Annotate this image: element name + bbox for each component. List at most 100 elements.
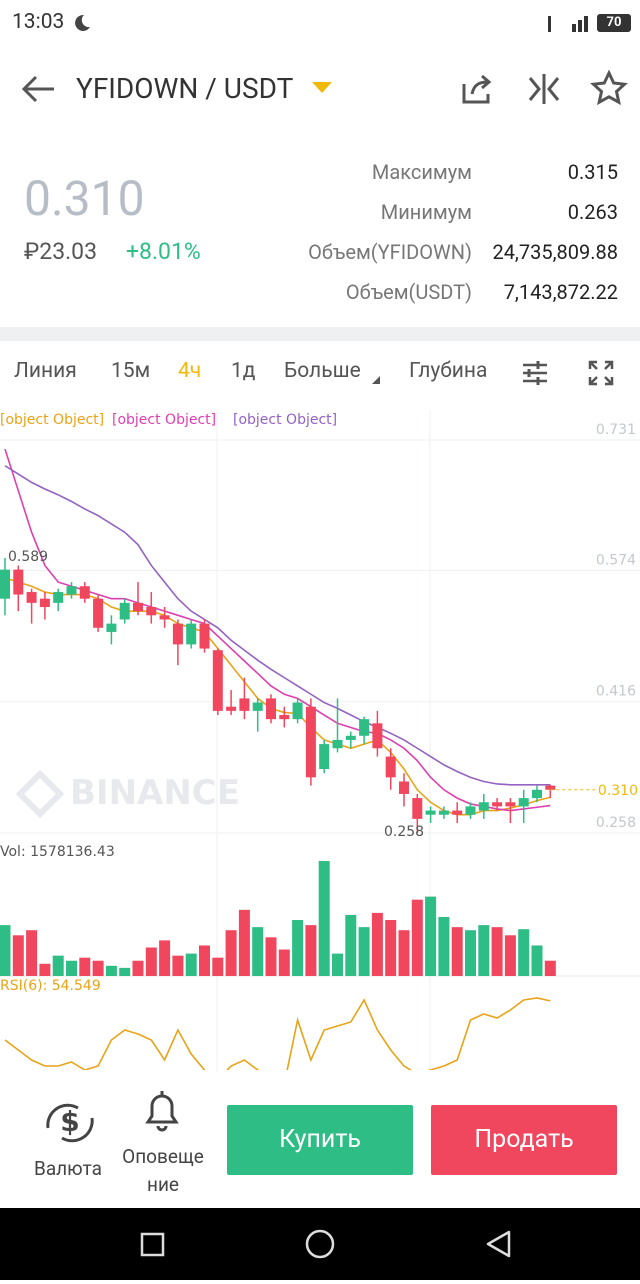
settings-icon[interactable] <box>520 358 550 388</box>
candle-body <box>53 592 64 603</box>
candle-body <box>518 798 529 807</box>
candle-body <box>492 802 503 807</box>
volume-bar <box>92 960 104 976</box>
candle-body <box>93 598 104 628</box>
share-icon[interactable] <box>460 72 494 106</box>
y-tick-label: 0.731 <box>596 422 636 438</box>
volume-bar <box>385 920 397 976</box>
volume-bar <box>451 927 463 976</box>
candle-body <box>266 698 276 720</box>
volume-bar <box>172 955 184 976</box>
alert-label[interactable]: Оповеще ние <box>118 1143 208 1199</box>
stat-value: 0.263 <box>567 200 618 224</box>
volume-bar <box>66 960 77 976</box>
volume-bar <box>332 953 343 976</box>
candle-body <box>226 706 237 711</box>
back-button[interactable] <box>18 70 58 110</box>
volume-bar <box>504 935 516 976</box>
pair-title[interactable]: YFIDOWN / USDT <box>76 72 294 105</box>
fullscreen-icon[interactable] <box>588 360 614 386</box>
volume-bar <box>491 927 503 976</box>
volume-bar <box>252 927 264 976</box>
candle-body <box>385 756 396 778</box>
separator <box>0 327 640 341</box>
tab[interactable]: 1д <box>231 359 256 383</box>
watermark: BINANCE <box>70 773 240 813</box>
volume-bar <box>185 953 197 976</box>
tab[interactable]: 4ч <box>178 359 202 383</box>
candle-body <box>359 719 370 736</box>
max-label: 0.589 <box>8 549 48 565</box>
y-tick-label: 0.416 <box>596 684 636 700</box>
nav-bar <box>0 1208 640 1280</box>
stat-label: Минимум <box>380 200 472 224</box>
tab[interactable]: Глубина <box>409 359 488 383</box>
volume-bar <box>79 957 91 976</box>
moon-icon <box>75 14 90 31</box>
volume-bar <box>145 947 157 976</box>
candle-body <box>372 723 383 749</box>
candle-body <box>146 607 157 616</box>
candle-body <box>13 569 24 595</box>
volume-bar <box>238 909 250 976</box>
volume-bar <box>0 925 11 976</box>
candle-body <box>0 569 10 599</box>
candle-body <box>133 602 143 612</box>
volume-bar <box>39 963 51 976</box>
bell-icon[interactable] <box>142 1088 182 1134</box>
ma-line <box>4 448 551 812</box>
tab[interactable]: 15м <box>111 359 151 383</box>
alert-line: Оповеще <box>122 1145 204 1168</box>
tab[interactable]: Больше <box>284 359 361 383</box>
candle-body <box>292 702 303 720</box>
buy-button[interactable]: Купить <box>227 1105 413 1175</box>
candle-body <box>438 810 449 815</box>
volume-bar <box>159 940 171 976</box>
candle-body <box>199 623 210 649</box>
candle-body <box>186 623 197 645</box>
volume-bar <box>345 914 357 976</box>
candle-body <box>212 650 223 711</box>
candle-body <box>39 598 50 608</box>
rsi-label: RSI(6): 54.549 <box>0 978 101 994</box>
volume-bar <box>119 967 131 976</box>
min-label: 0.258 <box>384 824 424 840</box>
stat-value: 24,735,809.88 <box>492 240 618 264</box>
candle-body <box>119 602 130 620</box>
volume-bar <box>398 930 410 976</box>
y-tick-label: 0.574 <box>596 552 636 568</box>
ma-line <box>4 577 551 816</box>
stat-value: 0.315 <box>567 160 618 184</box>
volume-bar <box>411 899 423 976</box>
compare-icon[interactable] <box>526 72 562 106</box>
currency-label[interactable]: Валюта <box>34 1157 102 1180</box>
volume-bar <box>132 960 144 976</box>
candle-body <box>159 615 170 620</box>
volume-bar <box>292 920 304 976</box>
volume-bar <box>105 965 117 976</box>
candle-body <box>172 623 183 645</box>
stat-label: Объем(USDT) <box>345 280 472 304</box>
stat-value: 7,143,872.22 <box>503 280 618 304</box>
volume-bar <box>318 861 330 976</box>
star-icon[interactable] <box>590 70 628 108</box>
dropdown[interactable] <box>310 80 334 96</box>
volume-bar <box>425 896 437 976</box>
volume-bar <box>438 916 450 976</box>
nav-icons <box>140 1229 511 1259</box>
candle-body <box>79 586 90 599</box>
volume-bar <box>518 929 530 976</box>
volume-bar <box>358 927 370 976</box>
ma-line <box>4 465 551 786</box>
candle-body <box>332 739 343 749</box>
volume-bar <box>465 930 476 976</box>
tab[interactable]: Линия <box>14 359 77 383</box>
volume-bar <box>531 945 543 976</box>
volume-bar <box>199 945 210 976</box>
currency-icon[interactable]: $ <box>40 1098 100 1148</box>
candle-body <box>305 706 316 778</box>
candle-body <box>319 744 330 770</box>
candle-body <box>279 715 290 720</box>
sell-button[interactable]: Продать <box>431 1105 617 1175</box>
